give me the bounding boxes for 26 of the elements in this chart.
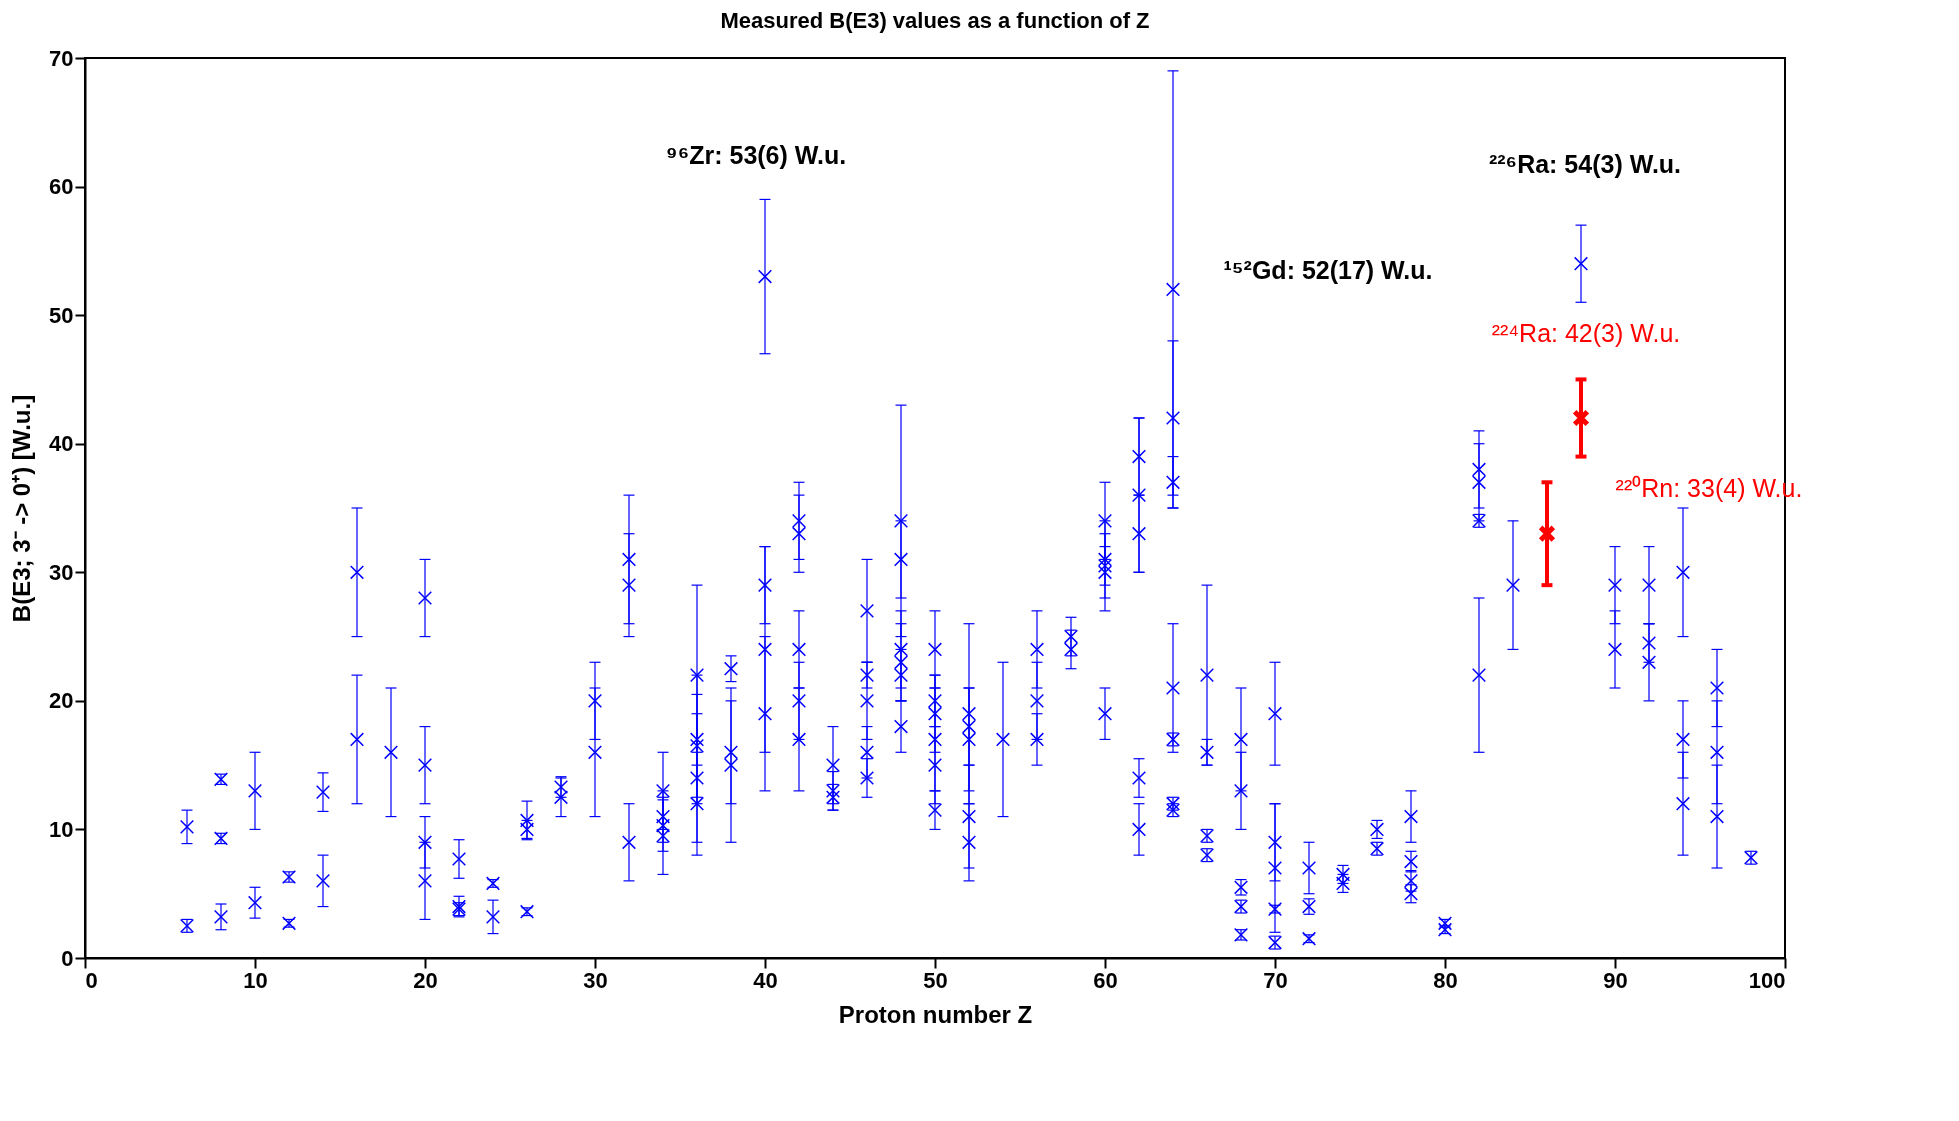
x-tick-label: 70: [1263, 967, 1288, 993]
x-tick-label: 80: [1433, 967, 1458, 993]
y-tick-label: 40: [49, 431, 74, 457]
x-tick-label: 30: [583, 967, 608, 993]
annotation: ⁹⁶Zr: 53(6) W.u.: [665, 141, 847, 169]
y-tick-label: 20: [49, 688, 74, 714]
x-tick-label: 60: [1093, 967, 1118, 993]
annotation: ²²⁶Ra: 54(3) W.u.: [1488, 150, 1682, 178]
y-tick-label: 60: [49, 174, 74, 200]
x-tick-label: 40: [753, 967, 778, 993]
x-tick-label: 0: [85, 967, 98, 993]
y-tick-label: 50: [49, 302, 74, 328]
x-tick-label: 100: [1748, 967, 1786, 993]
y-axis-title: B(E3; 3⁻ -> 0⁺) [W.u.]: [8, 394, 36, 623]
annotation: ¹⁵²Gd: 52(17) W.u.: [1223, 256, 1433, 285]
x-tick-label: 20: [413, 967, 438, 993]
x-axis-title: Proton number Z: [838, 1000, 1033, 1028]
x-tick-label: 10: [243, 967, 268, 993]
x-tick-label: 50: [923, 967, 948, 993]
annotation: ²²⁴Ra: 42(3) W.u.: [1491, 319, 1681, 347]
y-tick-label: 10: [49, 816, 74, 842]
y-tick-label: 0: [61, 945, 74, 971]
y-tick-label: 70: [49, 45, 74, 71]
x-tick-label: 90: [1603, 967, 1628, 993]
chart-title: Measured B(E3) values as a function of Z: [720, 8, 1150, 33]
y-tick-label: 30: [49, 559, 74, 585]
